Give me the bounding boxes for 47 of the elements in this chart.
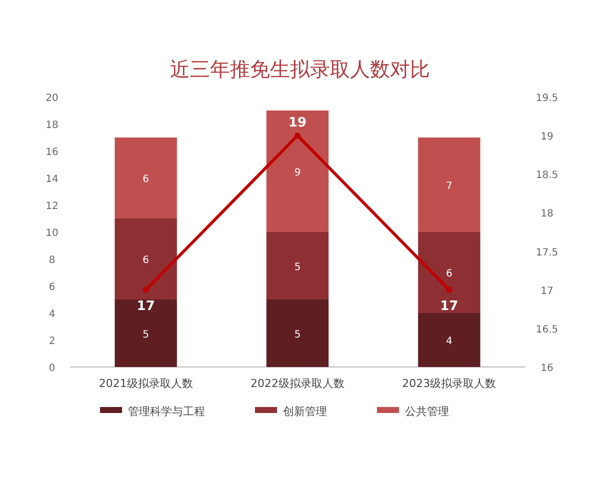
y2-tick-label: 18.5	[536, 170, 558, 182]
y-tick-label: 6	[48, 282, 56, 293]
y2-tick-label: 17	[540, 286, 554, 297]
legend-label: 创新管理	[283, 405, 327, 418]
y2-tick-label: 16	[540, 363, 554, 374]
bar	[266, 110, 329, 232]
y-tick-label: 8	[48, 255, 56, 266]
y2-tick-label: 19.5	[536, 93, 558, 104]
y-tick-label: 18	[46, 120, 58, 131]
bar	[114, 218, 177, 300]
data-label: 17	[440, 298, 458, 314]
y2-tick-label: 18	[540, 208, 554, 220]
y2-tick-label: 16.5	[536, 324, 558, 336]
bar	[114, 138, 177, 218]
y-tick-label: 16	[46, 147, 58, 158]
data-label: 5	[294, 262, 301, 273]
data-label: 7	[446, 180, 452, 192]
legend-label: 公共管理	[405, 405, 449, 418]
bar	[418, 232, 480, 313]
y-tick-label: 2	[48, 336, 56, 347]
bar	[266, 300, 329, 367]
y-tick-label: 10	[46, 228, 58, 239]
bar	[266, 232, 329, 300]
data-label: 6	[142, 174, 150, 185]
data-label: 5	[294, 329, 301, 340]
y-tick-label: 4	[48, 309, 56, 320]
data-label: 5	[142, 329, 150, 340]
bar	[418, 313, 480, 367]
x-tick-label: 2022级拟录取人数	[250, 377, 344, 390]
data-label: 19	[288, 116, 307, 131]
chart-title: 近三年推免生拟录取人数对比	[170, 57, 430, 81]
x-tick-label: 2021级拟录取人数	[98, 377, 193, 390]
y2-tick-label: 19	[540, 132, 554, 143]
y-tick-label: 12	[46, 201, 58, 212]
data-label: 6	[446, 268, 452, 280]
y2-tick-label: 17.5	[536, 247, 558, 258]
data-label: 6	[142, 255, 150, 266]
y-tick-label: 14	[46, 174, 58, 185]
y-tick-label: 20	[46, 93, 58, 104]
legend-label: 管理科学与工程	[128, 405, 205, 418]
bar	[114, 300, 177, 367]
data-label: 4	[446, 336, 452, 347]
data-label: 17	[136, 298, 155, 314]
bar	[418, 138, 480, 232]
x-tick-label: 2023级拟录取人数	[402, 377, 496, 390]
y-tick-label: 0	[48, 363, 56, 374]
data-label: 9	[294, 167, 301, 178]
